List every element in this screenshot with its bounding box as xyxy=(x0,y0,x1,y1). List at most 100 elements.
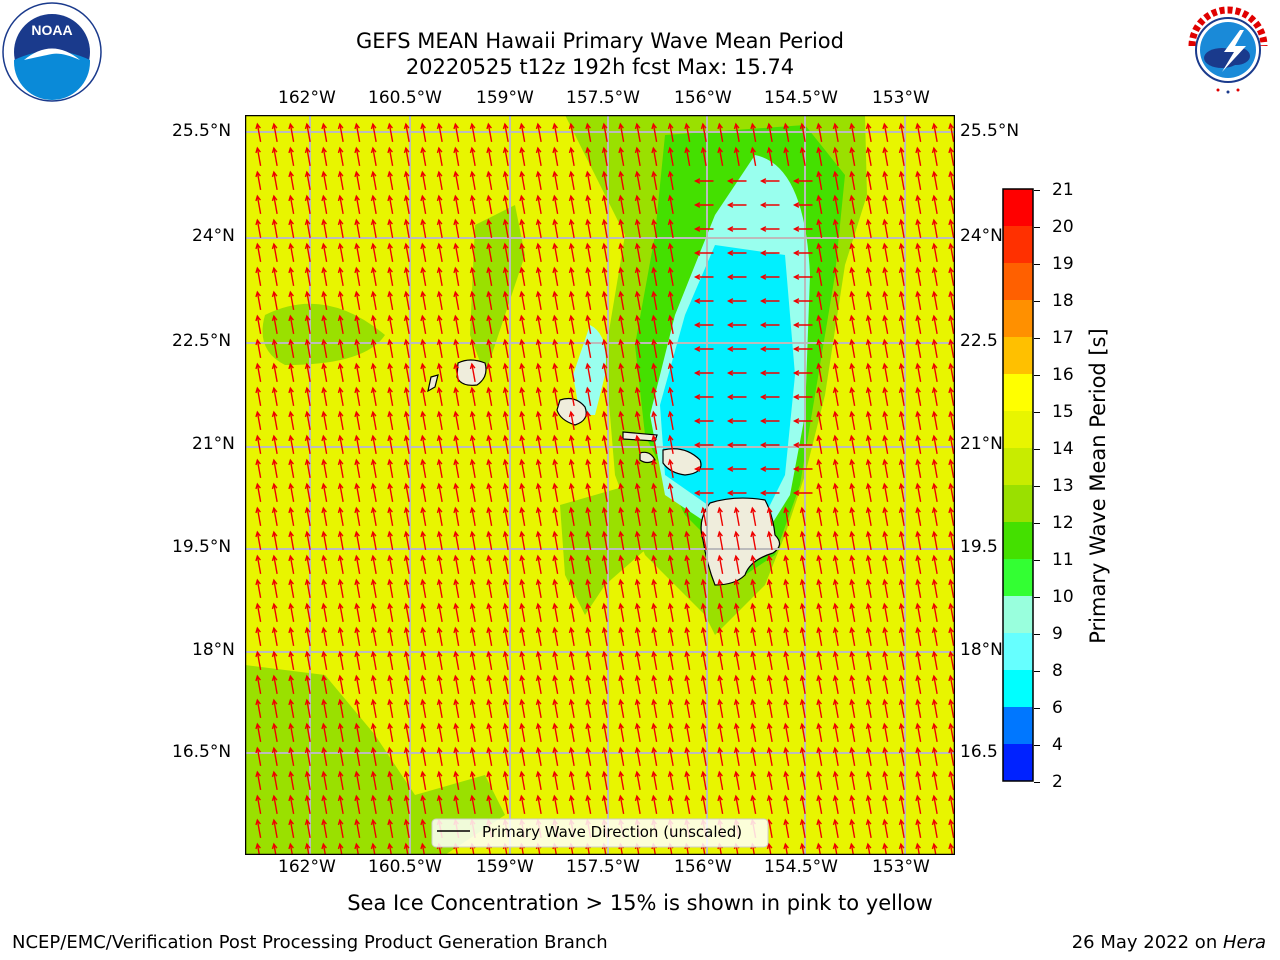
wave-direction-arrowhead xyxy=(568,794,575,802)
wave-direction-arrow xyxy=(949,796,955,814)
wave-direction-arrow xyxy=(669,796,674,814)
wave-direction-arrow xyxy=(867,124,872,142)
wave-direction-arrowhead xyxy=(931,530,938,538)
wave-direction-arrow xyxy=(900,844,904,855)
wave-direction-arrow xyxy=(586,532,592,550)
wave-direction-arrow xyxy=(949,580,955,598)
wave-direction-arrowhead xyxy=(337,386,344,394)
wave-direction-arrowhead xyxy=(552,722,558,730)
wave-direction-arrow xyxy=(438,148,443,166)
wave-direction-arrowhead xyxy=(915,770,921,778)
wave-direction-arrow xyxy=(421,148,427,166)
wave-direction-arrowhead xyxy=(519,506,525,514)
wave-direction-arrow xyxy=(817,748,823,766)
wave-direction-arrowhead xyxy=(717,650,723,658)
wave-direction-arrowhead xyxy=(651,386,657,394)
wave-direction-arrow xyxy=(454,628,460,646)
wave-direction-arrow xyxy=(421,604,427,622)
period-contour-13s-west xyxy=(470,205,525,375)
wave-direction-arrowhead xyxy=(601,338,608,346)
wave-direction-arrow xyxy=(471,460,476,478)
wave-direction-arrow xyxy=(784,700,790,718)
wave-direction-arrow xyxy=(817,820,823,838)
wave-direction-arrow xyxy=(652,388,658,406)
wave-direction-arrow xyxy=(487,148,493,166)
wave-direction-arrowhead xyxy=(502,194,509,202)
wave-direction-arrowhead xyxy=(717,602,723,610)
wave-direction-arrow xyxy=(619,244,625,262)
wave-direction-arrow xyxy=(652,508,658,526)
wave-direction-arrow xyxy=(520,244,526,262)
wave-direction-arrow xyxy=(454,244,460,262)
wave-direction-arrowhead xyxy=(799,818,806,826)
wave-direction-arrowhead xyxy=(601,434,608,442)
wave-direction-arrow xyxy=(570,628,575,646)
wave-direction-arrow xyxy=(306,436,311,454)
wave-direction-arrowhead xyxy=(601,266,608,274)
wave-direction-arrowhead xyxy=(271,290,278,298)
wave-direction-arrowhead xyxy=(568,770,575,778)
wave-direction-arrowhead xyxy=(865,146,872,154)
wave-direction-arrowhead xyxy=(535,146,542,154)
wave-direction-arrow xyxy=(883,388,889,406)
colorbar-tick-mark xyxy=(1034,634,1040,635)
wave-direction-arrow xyxy=(817,268,823,286)
wave-direction-arrow xyxy=(570,700,575,718)
wave-direction-arrow xyxy=(603,364,608,382)
colorbar-tick-label: 8 xyxy=(1052,661,1063,681)
wave-direction-arrowhead xyxy=(667,434,674,442)
wave-direction-arrow xyxy=(817,652,823,670)
wave-direction-arrowhead xyxy=(898,674,905,682)
wave-direction-arrow xyxy=(801,772,806,790)
wave-direction-arrow xyxy=(702,628,707,646)
wave-direction-arrow xyxy=(256,316,262,334)
wave-direction-arrow xyxy=(504,652,509,670)
wave-direction-arrow xyxy=(537,148,542,166)
wave-direction-arrowhead xyxy=(271,506,278,514)
wave-direction-arrowhead xyxy=(337,434,344,442)
wave-direction-arrowhead xyxy=(387,122,393,130)
wave-direction-arrow xyxy=(619,556,625,574)
wave-direction-arrowhead xyxy=(651,434,657,442)
wave-direction-arrowhead xyxy=(502,122,509,130)
wave-direction-arrowhead xyxy=(552,674,558,682)
wave-direction-arrow xyxy=(652,772,658,790)
wave-direction-arrow xyxy=(850,268,856,286)
wave-direction-arrowhead xyxy=(783,794,789,802)
wave-direction-arrowhead xyxy=(684,506,690,514)
wave-direction-arrowhead xyxy=(436,650,443,658)
wave-direction-arrow xyxy=(289,172,295,190)
wave-direction-arrowhead xyxy=(469,626,476,634)
wave-direction-arrow xyxy=(834,580,839,598)
wave-direction-arrow xyxy=(553,124,559,142)
wave-direction-arrowhead xyxy=(502,146,509,154)
wave-direction-arrowhead xyxy=(882,506,888,514)
wave-direction-arrow xyxy=(586,460,592,478)
wave-direction-arrow xyxy=(289,748,295,766)
wave-direction-arrowhead xyxy=(726,394,734,400)
wave-direction-arrow xyxy=(652,340,658,358)
wave-direction-arrow xyxy=(487,244,493,262)
wave-direction-arrow xyxy=(834,412,839,430)
wave-direction-arrowhead xyxy=(453,170,459,178)
wave-direction-arrowhead xyxy=(931,122,938,130)
wave-direction-arrowhead xyxy=(420,362,426,370)
wave-direction-arrowhead xyxy=(436,218,443,226)
wave-direction-arrowhead xyxy=(634,146,641,154)
wave-direction-arrow xyxy=(900,364,905,382)
wave-direction-arrow xyxy=(916,676,922,694)
wave-direction-arrow xyxy=(933,772,938,790)
wave-direction-arrowhead xyxy=(717,794,723,802)
wave-direction-arrow xyxy=(322,604,328,622)
wave-direction-arrow xyxy=(520,700,526,718)
wave-direction-arrow xyxy=(883,556,889,574)
wave-direction-arrowhead xyxy=(585,578,591,586)
wave-direction-arrowhead xyxy=(898,434,905,442)
colorbar-tick-label: 16 xyxy=(1052,365,1074,385)
wave-direction-arrowhead xyxy=(634,170,641,178)
wave-direction-arrow xyxy=(702,604,707,622)
wave-direction-arrowhead xyxy=(865,194,872,202)
wave-direction-arrow xyxy=(372,820,377,838)
wave-direction-arrow xyxy=(702,652,707,670)
wave-direction-arrow xyxy=(817,292,823,310)
